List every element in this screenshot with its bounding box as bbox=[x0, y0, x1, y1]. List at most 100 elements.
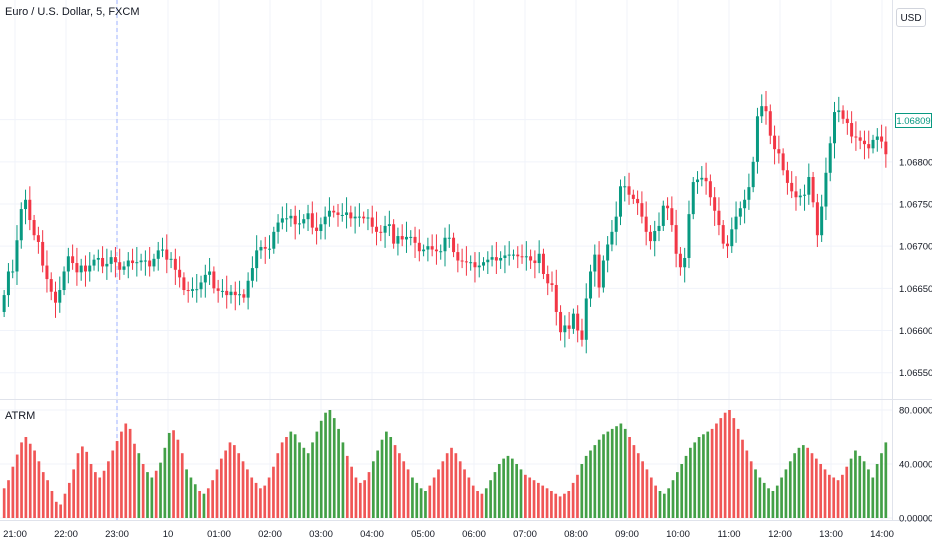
atrm-bar bbox=[324, 412, 327, 518]
candle bbox=[755, 107, 759, 174]
atrm-bar bbox=[715, 423, 718, 518]
atrm-bar bbox=[723, 412, 727, 518]
candle bbox=[721, 220, 725, 249]
candle bbox=[409, 230, 413, 246]
atrm-bar bbox=[832, 477, 836, 518]
candle bbox=[636, 190, 640, 215]
indicator-axis[interactable]: 0.00000 40.00000 80.00000 bbox=[899, 406, 932, 525]
atrm-bar bbox=[641, 461, 644, 518]
atrm-bar bbox=[7, 480, 10, 518]
atrm-bar bbox=[719, 418, 723, 518]
atrm-bar bbox=[793, 453, 796, 518]
atrm-bar bbox=[862, 461, 866, 518]
atrm-bar bbox=[806, 447, 809, 518]
candle bbox=[439, 244, 443, 260]
atrm-bar bbox=[606, 431, 610, 518]
atrm-bar bbox=[241, 461, 245, 518]
atrm-bar bbox=[476, 491, 479, 518]
atrm-bar bbox=[233, 445, 236, 518]
indicator-title[interactable]: ATRM bbox=[5, 410, 36, 422]
candle bbox=[62, 266, 66, 296]
atrm-bar bbox=[584, 455, 588, 518]
candle bbox=[289, 209, 293, 227]
candle bbox=[126, 252, 130, 279]
atrm-bar bbox=[797, 447, 801, 518]
price-tick-label: 1.06750 bbox=[899, 200, 932, 211]
candle bbox=[537, 240, 541, 274]
atrm-bar bbox=[662, 493, 666, 518]
currency-button[interactable]: USD bbox=[896, 8, 926, 27]
candle bbox=[520, 244, 524, 264]
atrm-bar bbox=[189, 477, 193, 518]
candle bbox=[584, 283, 588, 354]
price-tick-label: 1.06550 bbox=[899, 368, 932, 379]
atrm-bar bbox=[163, 447, 167, 518]
candle bbox=[280, 206, 284, 230]
candle bbox=[550, 271, 554, 292]
time-tick-label: 10:00 bbox=[666, 529, 690, 540]
atrm-bar bbox=[467, 477, 471, 518]
atrm-bar bbox=[497, 464, 501, 518]
candle bbox=[54, 281, 58, 318]
atrm-bar bbox=[393, 445, 397, 518]
atrm-bar bbox=[54, 501, 58, 518]
time-tick-label: 08:00 bbox=[564, 529, 588, 540]
candle bbox=[195, 274, 199, 303]
atrm-bar bbox=[558, 496, 562, 518]
atrm-bar bbox=[697, 437, 701, 518]
atrm-bar bbox=[441, 461, 445, 518]
atrm-bar bbox=[350, 466, 353, 518]
candle bbox=[708, 174, 712, 206]
candle bbox=[447, 224, 451, 248]
time-tick-label: 13:00 bbox=[819, 529, 843, 540]
atrm-bar bbox=[510, 458, 514, 518]
candle bbox=[178, 256, 182, 288]
candle bbox=[623, 176, 627, 202]
candle bbox=[820, 194, 824, 242]
candle bbox=[152, 253, 156, 272]
atrm-bar bbox=[59, 504, 62, 518]
candle bbox=[366, 209, 370, 231]
atrm-bar bbox=[689, 447, 692, 518]
atrm-bar bbox=[124, 423, 128, 518]
candle bbox=[332, 205, 336, 218]
candle bbox=[691, 177, 695, 220]
atrm-bar bbox=[550, 491, 553, 518]
atrm-bar bbox=[289, 431, 293, 518]
candle bbox=[884, 126, 888, 168]
candle bbox=[392, 219, 396, 249]
candle bbox=[610, 220, 614, 252]
atrm-bar bbox=[819, 464, 823, 518]
candle bbox=[336, 204, 340, 227]
time-axis[interactable]: 21:00 22:00 23:00 10 01:00 02:00 03:00 04:00 05:… bbox=[3, 529, 894, 540]
candle bbox=[576, 305, 580, 343]
atrm-bar bbox=[107, 461, 110, 518]
time-tick-label: 07:00 bbox=[513, 529, 537, 540]
price-tick-label: 1.06600 bbox=[899, 326, 932, 337]
atrm-bar bbox=[67, 482, 71, 518]
candle bbox=[118, 248, 122, 280]
atrm-bar bbox=[541, 485, 545, 518]
atrm-bar bbox=[628, 437, 631, 518]
candle bbox=[327, 197, 331, 227]
candle bbox=[156, 241, 160, 271]
atrm-bar bbox=[554, 493, 558, 518]
price-axis[interactable]: 1.06550 1.06600 1.06650 1.06700 1.06750 1.068… bbox=[899, 115, 932, 379]
candle bbox=[182, 272, 186, 296]
atrm-bar bbox=[193, 484, 197, 518]
atrm-bar bbox=[2, 488, 6, 518]
candle bbox=[460, 248, 464, 269]
candle bbox=[430, 234, 434, 257]
candle bbox=[242, 289, 246, 303]
atrm-bar bbox=[94, 472, 97, 518]
candle bbox=[310, 201, 314, 235]
symbol-title[interactable]: Euro / U.S. Dollar, 5, FXCM bbox=[5, 6, 140, 18]
candle bbox=[614, 201, 618, 246]
atrm-bar bbox=[419, 488, 423, 518]
price-tick-label: 1.06800 bbox=[899, 157, 932, 168]
atrm-bar bbox=[754, 469, 757, 518]
atrm-bar bbox=[345, 455, 349, 518]
candle bbox=[738, 201, 742, 226]
candle bbox=[66, 247, 70, 284]
